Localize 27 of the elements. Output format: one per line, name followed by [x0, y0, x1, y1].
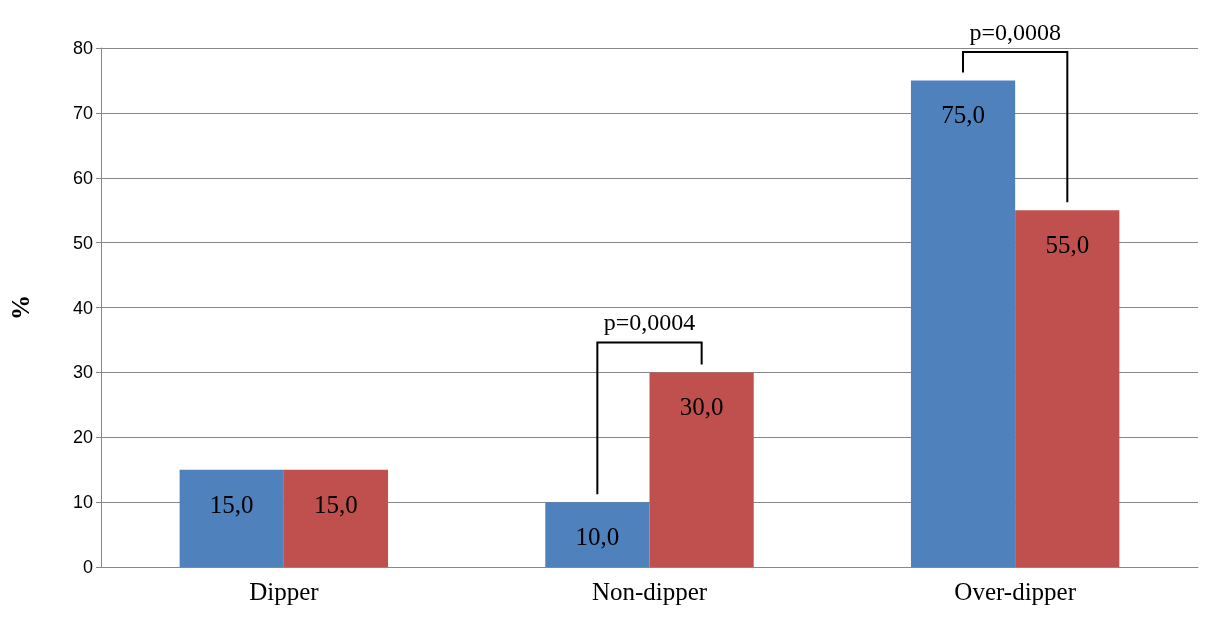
bar	[649, 372, 754, 567]
y-tick-label: 30	[72, 362, 93, 383]
data-label: 15,0	[314, 490, 358, 518]
x-tick-label: Non-dipper	[591, 578, 708, 605]
bar	[1015, 210, 1120, 567]
y-tick-label: 20	[72, 427, 93, 448]
bar	[179, 469, 284, 567]
bar	[283, 469, 389, 567]
text: p=0,0008	[969, 19, 1061, 45]
annotation: p=0,0004	[603, 309, 696, 336]
data-label: 75,0	[941, 101, 985, 129]
data-label: 30,0	[679, 393, 724, 421]
y-tick-label: 40	[72, 297, 93, 318]
data-label: 10,0	[575, 523, 620, 551]
data-label: 15,0	[209, 490, 254, 518]
data-label: 55,0	[1045, 231, 1090, 259]
x-tick-label: Dipper	[249, 578, 320, 605]
x-tick-label: Over-dipper	[954, 578, 1077, 605]
y-tick-label: 60	[72, 167, 93, 188]
y-tick-label: 50	[72, 232, 93, 253]
y-tick-label: 10	[72, 492, 93, 513]
y-tick-label: 80	[72, 38, 93, 58]
bar	[545, 502, 650, 567]
bar	[910, 80, 1016, 567]
y-axis-title: %	[7, 295, 34, 320]
y-tick-label: 70	[72, 102, 93, 123]
y-tick-label: 0	[82, 557, 93, 577]
